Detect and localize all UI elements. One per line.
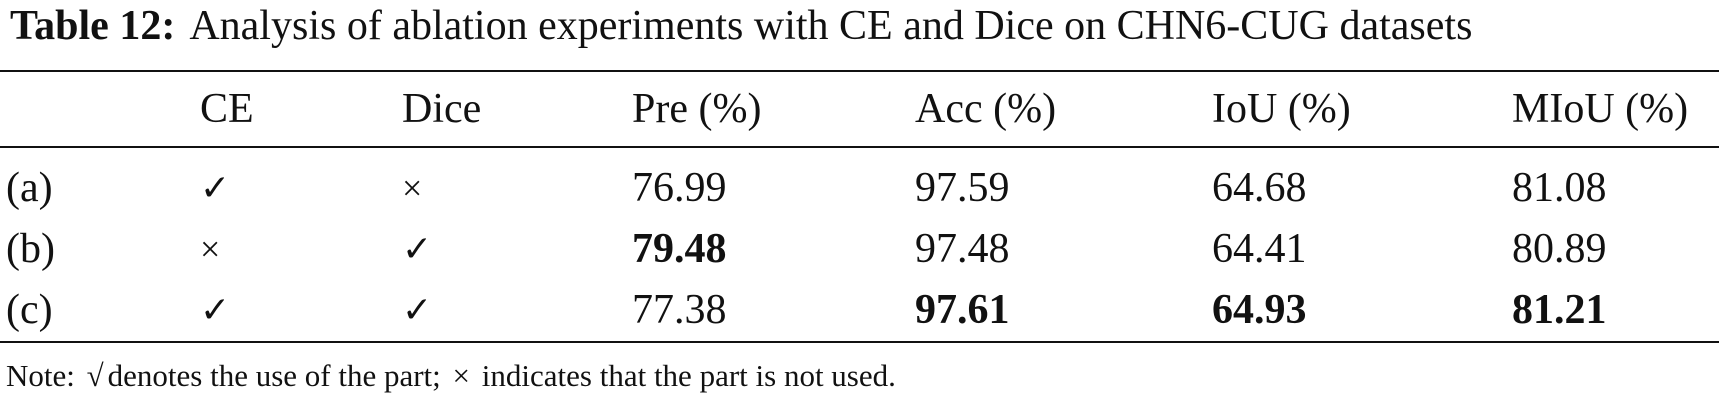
row-label: (c) xyxy=(6,287,53,333)
acc-value: 97.59 xyxy=(915,165,1010,211)
cross-icon: × xyxy=(452,358,471,393)
table-note: Note: √ denotes the use of the part; × in… xyxy=(6,356,896,396)
table-caption: Table 12: Analysis of ablation experiment… xyxy=(10,2,1472,50)
top-rule xyxy=(0,70,1719,72)
header-ce: CE xyxy=(200,86,254,132)
miou-value: 80.89 xyxy=(1512,226,1607,272)
miou-value: 81.21 xyxy=(1512,287,1607,333)
header-miou: MIoU (%) xyxy=(1512,86,1689,132)
check-icon: ✓ xyxy=(402,290,433,330)
acc-value: 97.61 xyxy=(915,287,1010,333)
pre-value: 76.99 xyxy=(632,165,727,211)
acc-value: 97.48 xyxy=(915,226,1010,272)
iou-value: 64.93 xyxy=(1212,287,1307,333)
header-iou: IoU (%) xyxy=(1212,86,1351,132)
header-acc: Acc (%) xyxy=(915,86,1057,132)
header-rule xyxy=(0,146,1719,148)
check-icon: ✓ xyxy=(200,290,231,330)
cross-icon: × xyxy=(402,168,423,208)
note-check-text: denotes the use of the part; xyxy=(107,358,441,393)
caption-text: Analysis of ablation experiments with CE… xyxy=(189,3,1473,49)
miou-value: 81.08 xyxy=(1512,165,1607,211)
check-icon: ✓ xyxy=(402,229,433,269)
note-prefix: Note: xyxy=(6,358,75,393)
iou-value: 64.41 xyxy=(1212,226,1307,272)
note-cross-text: indicates that the part is not used. xyxy=(481,358,896,393)
cross-icon: × xyxy=(200,229,221,269)
caption-label: Table 12: xyxy=(10,3,176,49)
row-label: (a) xyxy=(6,165,53,211)
header-pre: Pre (%) xyxy=(632,86,762,132)
header-dice: Dice xyxy=(402,86,482,132)
check-icon: √ xyxy=(86,358,104,393)
check-icon: ✓ xyxy=(200,168,231,208)
row-label: (b) xyxy=(6,226,55,272)
pre-value: 79.48 xyxy=(632,226,727,272)
iou-value: 64.68 xyxy=(1212,165,1307,211)
pre-value: 77.38 xyxy=(632,287,727,333)
bottom-rule xyxy=(0,341,1719,343)
